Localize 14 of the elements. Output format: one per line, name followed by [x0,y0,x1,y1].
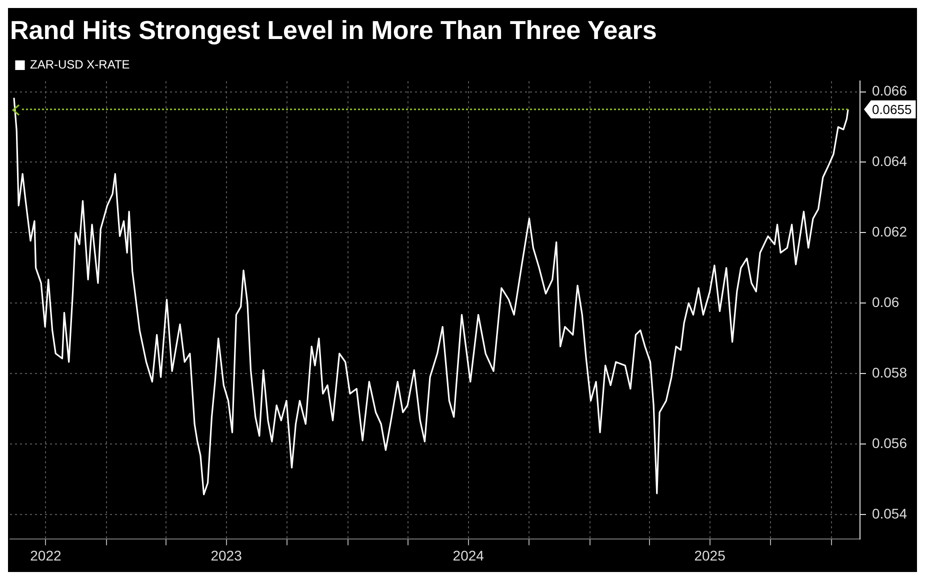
legend-label: ZAR-USD X-RATE [30,58,130,72]
x-tick-label: 2024 [452,547,484,564]
chart-title: Rand Hits Strongest Level in More Than Three Years [10,14,657,45]
ref-line-label: 0.0655 [872,102,912,117]
x-tick-label: 2025 [694,547,726,564]
y-tick-label: 0.064 [872,153,908,170]
x-tick-label: 2023 [210,547,242,564]
y-tick-label: 0.066 [872,82,908,99]
y-tick-label: 0.06 [872,294,900,310]
y-tick-label: 0.056 [872,434,908,451]
x-tick-label: 2022 [30,547,62,564]
y-tick-label: 0.054 [872,505,908,522]
y-tick-label: 0.058 [872,364,908,380]
y-tick-label: 0.062 [872,224,908,240]
